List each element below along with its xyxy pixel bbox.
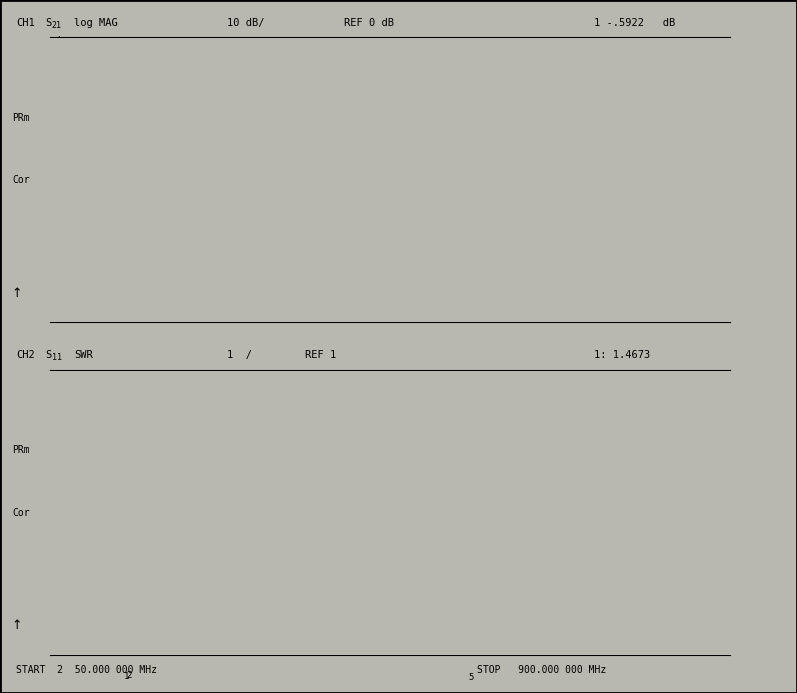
Text: 4: 4 bbox=[354, 195, 359, 204]
Text: 432 MHz: 432 MHz bbox=[615, 209, 653, 218]
Text: 3: 3 bbox=[238, 413, 244, 422]
Text: Cor: Cor bbox=[12, 508, 29, 518]
Text: 576 MHz: 576 MHz bbox=[615, 261, 653, 270]
Text: Cor: Cor bbox=[12, 175, 29, 185]
Text: CH2: CH2 bbox=[16, 350, 34, 360]
Text: 5: 5 bbox=[469, 673, 474, 682]
Text: 288 MHz: 288 MHz bbox=[560, 493, 599, 502]
Text: 288 MHz: 288 MHz bbox=[615, 157, 653, 166]
Text: PRm: PRm bbox=[12, 446, 29, 455]
Text: 576 MHz: 576 MHz bbox=[560, 590, 599, 599]
Text: 11: 11 bbox=[52, 353, 61, 362]
Text: 1: 1 bbox=[124, 672, 129, 681]
Text: 2: 1.9971: 2: 1.9971 bbox=[560, 422, 609, 431]
Text: 2 -.5887  dB: 2 -.5887 dB bbox=[560, 85, 625, 94]
Text: 1  /: 1 / bbox=[226, 350, 252, 360]
Text: 2: 2 bbox=[127, 49, 132, 58]
Text: 3: 138.35: 3: 138.35 bbox=[560, 470, 609, 479]
Text: 144.000 000 MHz: 144.000 000 MHz bbox=[560, 374, 642, 383]
Text: ↑: ↑ bbox=[12, 619, 22, 632]
Text: 4: 1          M: 4: 1 M bbox=[560, 518, 642, 527]
Text: CH1: CH1 bbox=[16, 17, 34, 28]
Text: 148 MHz: 148 MHz bbox=[560, 445, 599, 454]
Text: MARKER  1
  144 MHz: MARKER 1 144 MHz bbox=[85, 499, 152, 527]
Text: 2: 2 bbox=[127, 671, 132, 680]
Text: 148 MHz: 148 MHz bbox=[615, 105, 653, 114]
Text: 4: 4 bbox=[354, 428, 359, 437]
Text: 5: 1          M: 5: 1 M bbox=[560, 567, 642, 576]
Text: REF 0 dB: REF 0 dB bbox=[344, 17, 394, 28]
Text: 1 -.5922   dB: 1 -.5922 dB bbox=[594, 17, 675, 28]
Text: SWR: SWR bbox=[74, 350, 93, 360]
Text: 4 -62.295 dB: 4 -62.295 dB bbox=[560, 188, 625, 197]
Text: 432 MHz: 432 MHz bbox=[560, 541, 599, 550]
Text: 10 dB/: 10 dB/ bbox=[226, 17, 264, 28]
Text: START  2  50.000 000 MHz: START 2 50.000 000 MHz bbox=[16, 665, 157, 676]
Text: STOP   900.000 000 MHz: STOP 900.000 000 MHz bbox=[477, 665, 606, 676]
Text: 3 -60.453 dB: 3 -60.453 dB bbox=[560, 137, 625, 146]
Text: REF 1: REF 1 bbox=[304, 350, 336, 360]
Text: 5: 5 bbox=[469, 200, 474, 209]
Text: ↑: ↑ bbox=[12, 286, 22, 299]
Text: 1: 1 bbox=[124, 37, 129, 46]
Text: S: S bbox=[45, 350, 52, 360]
Text: hp: hp bbox=[57, 36, 68, 45]
Text: 144.000 000 MHz: 144.000 000 MHz bbox=[560, 46, 642, 55]
Text: 5 -63.62  dB: 5 -63.62 dB bbox=[560, 240, 625, 249]
Text: log MAG: log MAG bbox=[74, 17, 118, 28]
Text: S: S bbox=[45, 17, 52, 28]
Text: PRm: PRm bbox=[12, 113, 29, 123]
Text: 3: 3 bbox=[238, 190, 244, 199]
Text: 21: 21 bbox=[52, 21, 61, 30]
Text: 1: 1.4673: 1: 1.4673 bbox=[594, 350, 650, 360]
